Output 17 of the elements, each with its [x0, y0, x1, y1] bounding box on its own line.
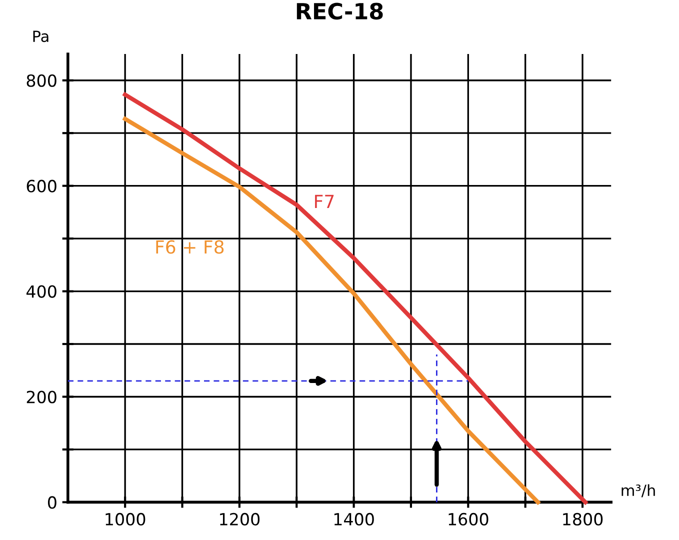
- text: F6 + F8: [156, 240, 224, 254]
- y-tick-label: 800: [26, 74, 56, 87]
- y-tick-label: 600: [26, 180, 56, 192]
- y-tick-label: 400: [26, 285, 56, 298]
- y-tick-label: 0: [48, 496, 56, 509]
- line-series: [122, 92, 588, 504]
- y-axis-title: Pa: [33, 30, 48, 42]
- x-tick-label: 1400: [334, 512, 374, 526]
- x-tick-label: 1600: [448, 512, 488, 526]
- chart-title: REC-18: [296, 2, 383, 20]
- y-tick-label: 200: [26, 390, 56, 404]
- x-tick-label: 1800: [563, 512, 603, 526]
- line-series: [122, 116, 540, 504]
- x-axis-title: m³/h: [622, 484, 655, 498]
- x-tick-label: 1000: [106, 512, 146, 526]
- x-tick-label: 1200: [220, 512, 260, 526]
- series-label: F7: [315, 194, 334, 208]
